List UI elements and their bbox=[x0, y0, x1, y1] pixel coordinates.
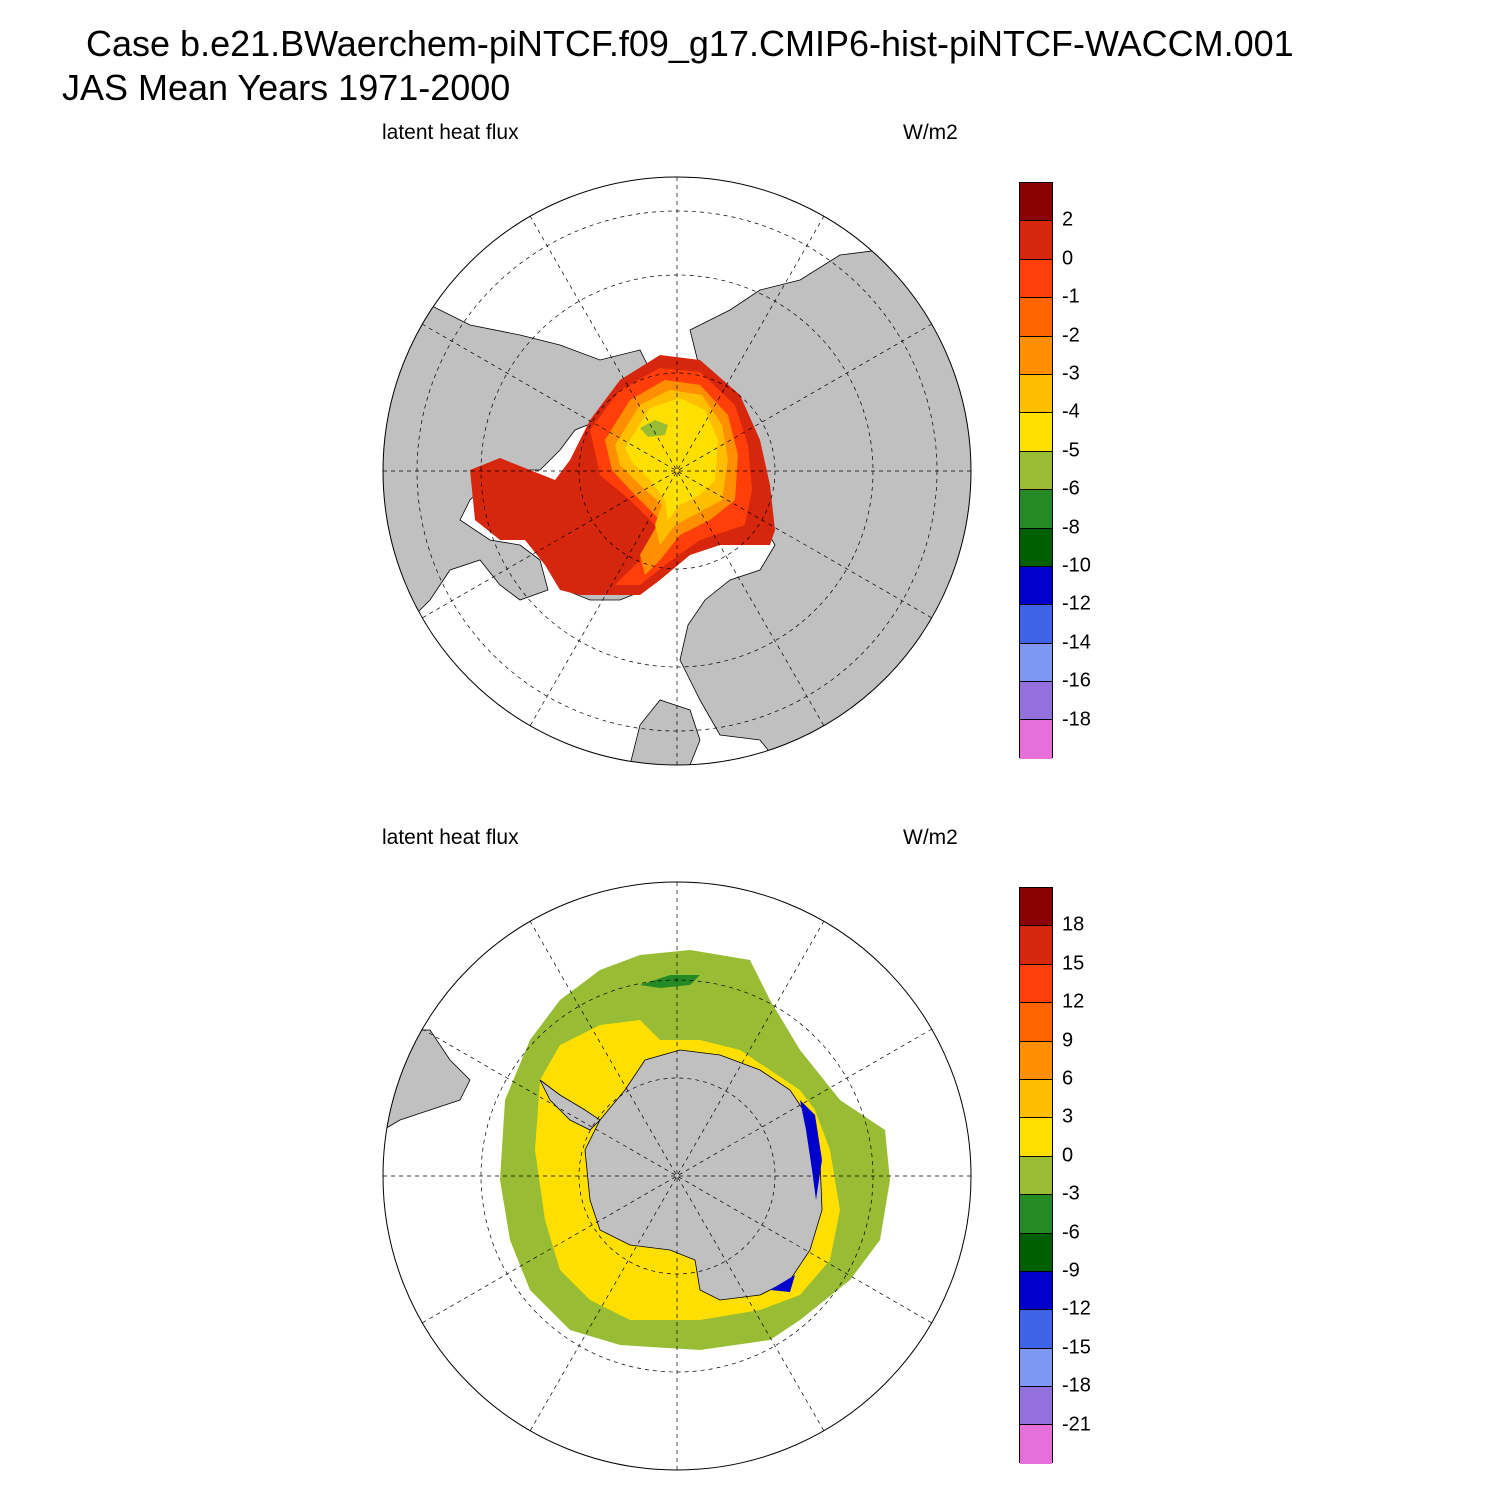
colorbar-tick-label: -3 bbox=[1062, 1182, 1080, 1205]
colorbar-tick-label: -12 bbox=[1062, 592, 1091, 615]
colorbar-swatch bbox=[1020, 1195, 1052, 1234]
colorbar-swatch bbox=[1020, 1425, 1052, 1464]
colorbar-swatch bbox=[1020, 964, 1052, 1004]
colorbar-swatch bbox=[1020, 1310, 1052, 1349]
colorbar-tick-label: -21 bbox=[1062, 1413, 1091, 1436]
panel1-variable-label: latent heat flux bbox=[382, 121, 519, 144]
colorbar-swatch bbox=[1020, 720, 1052, 759]
arctic-map bbox=[382, 176, 972, 766]
plot-title: Case b.e21.BWaerchem-piNTCF.f09_g17.CMIP… bbox=[86, 23, 1294, 64]
colorbar-tick-label: -4 bbox=[1062, 400, 1080, 423]
colorbar-swatch bbox=[1020, 413, 1052, 452]
colorbar-swatch bbox=[1020, 566, 1052, 606]
colorbar-tick-label: 0 bbox=[1062, 247, 1074, 270]
colorbar-swatch bbox=[1020, 605, 1052, 644]
colorbar-tick-label: 9 bbox=[1062, 1029, 1074, 1052]
colorbar-swatch bbox=[1020, 298, 1052, 337]
land-europe bbox=[629, 699, 701, 765]
colorbar-swatch bbox=[1020, 374, 1052, 414]
colorbar-swatch bbox=[1020, 490, 1052, 529]
colorbar-swatch bbox=[1020, 528, 1052, 567]
colorbar-swatch bbox=[1020, 1233, 1052, 1272]
colorbar-tick-label: -8 bbox=[1062, 516, 1080, 539]
plot-subtitle: JAS Mean Years 1971-2000 bbox=[62, 67, 511, 108]
colorbar-swatch bbox=[1020, 336, 1052, 375]
colorbar-tick-label: -10 bbox=[1062, 554, 1091, 577]
panel1-units-label: W/m2 bbox=[903, 121, 958, 144]
colorbar-tick-label: -14 bbox=[1062, 631, 1091, 654]
colorbar-tick-label: -3 bbox=[1062, 362, 1080, 385]
colorbar-swatch bbox=[1020, 1387, 1052, 1426]
colorbar-swatch bbox=[1020, 1079, 1052, 1119]
colorbar-swatch bbox=[1020, 183, 1052, 222]
colorbar-swatch bbox=[1020, 259, 1052, 299]
colorbar-swatch bbox=[1020, 888, 1052, 927]
colorbar-tick-label: -6 bbox=[1062, 1221, 1080, 1244]
antarctic-map bbox=[382, 881, 972, 1471]
colorbar-tick-label: 15 bbox=[1062, 952, 1085, 975]
colorbar-tick-label: 12 bbox=[1062, 990, 1085, 1013]
colorbar-tick-label: 6 bbox=[1062, 1067, 1074, 1090]
colorbar-tick-label: -9 bbox=[1062, 1259, 1080, 1282]
graticule-south bbox=[383, 882, 971, 1470]
colorbar-tick-label: 18 bbox=[1062, 913, 1085, 936]
colorbar-tick-label: -6 bbox=[1062, 477, 1080, 500]
colorbar-swatch bbox=[1020, 451, 1052, 491]
colorbar-swatch bbox=[1020, 1118, 1052, 1157]
land-antarctica bbox=[584, 1049, 823, 1301]
colorbar-swatch bbox=[1020, 1156, 1052, 1196]
colorbar-tick-label: -18 bbox=[1062, 1374, 1091, 1397]
colorbar-tick-label: -15 bbox=[1062, 1336, 1091, 1359]
colorbar-tick-label: 3 bbox=[1062, 1105, 1074, 1128]
colorbar-tick-label: -12 bbox=[1062, 1297, 1091, 1320]
colorbar-swatch bbox=[1020, 926, 1052, 965]
panel1-colorbar bbox=[1019, 182, 1053, 759]
land-antarctic-peninsula bbox=[539, 1079, 601, 1131]
panel2-units-label: W/m2 bbox=[903, 826, 958, 849]
colorbar-tick-label: -5 bbox=[1062, 439, 1080, 462]
panel2-variable-label: latent heat flux bbox=[382, 826, 519, 849]
panel2-colorbar bbox=[1019, 887, 1053, 1464]
colorbar-swatch bbox=[1020, 643, 1052, 683]
colorbar-tick-label: -18 bbox=[1062, 708, 1091, 731]
graticule-north bbox=[383, 177, 971, 765]
arctic-flux-field bbox=[470, 355, 775, 595]
colorbar-swatch bbox=[1020, 1003, 1052, 1042]
colorbar-tick-label: 2 bbox=[1062, 208, 1074, 231]
colorbar-tick-label: -2 bbox=[1062, 324, 1080, 347]
colorbar-tick-label: 0 bbox=[1062, 1144, 1074, 1167]
colorbar-tick-label: -1 bbox=[1062, 285, 1080, 308]
colorbar-swatch bbox=[1020, 221, 1052, 260]
colorbar-swatch bbox=[1020, 1348, 1052, 1388]
colorbar-swatch bbox=[1020, 682, 1052, 721]
colorbar-swatch bbox=[1020, 1271, 1052, 1311]
colorbar-swatch bbox=[1020, 1041, 1052, 1080]
colorbar-tick-label: -16 bbox=[1062, 669, 1091, 692]
